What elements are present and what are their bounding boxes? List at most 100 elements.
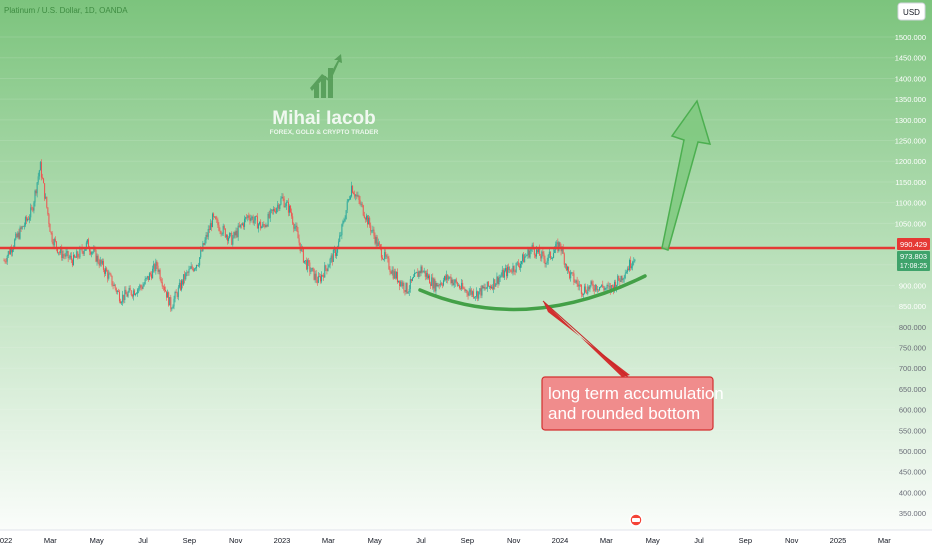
candle-body xyxy=(27,219,29,221)
candle-body xyxy=(252,216,254,223)
candle-body xyxy=(605,287,607,289)
candle-body xyxy=(460,288,462,289)
currency-button[interactable] xyxy=(897,2,926,21)
candle-body xyxy=(221,233,223,235)
candle-body xyxy=(163,286,165,291)
candle-body xyxy=(122,294,124,303)
candle-body xyxy=(170,297,172,310)
candle-body xyxy=(512,266,514,273)
candle-body xyxy=(32,208,34,211)
candle-body xyxy=(309,262,311,272)
candle-body xyxy=(259,221,261,225)
candle-body xyxy=(572,272,574,274)
candle-body xyxy=(571,272,573,274)
candle-body xyxy=(347,199,349,202)
candle-body xyxy=(511,271,513,273)
candle-body xyxy=(83,250,85,254)
candle-body xyxy=(354,194,356,197)
watermark-tagline: FOREX, GOLD & CRYPTO TRADER xyxy=(270,129,379,136)
candle-body xyxy=(620,275,622,282)
candle-body xyxy=(351,185,352,197)
candle-body xyxy=(156,261,158,266)
candle-body xyxy=(336,252,338,256)
candle-body xyxy=(447,274,449,280)
candle-body xyxy=(291,212,293,217)
candle-body xyxy=(185,272,187,280)
candle-body xyxy=(319,276,321,282)
candle-body xyxy=(345,210,347,219)
candle-body xyxy=(145,278,147,280)
candle-body xyxy=(206,234,208,237)
y-tick-label: 700.000 xyxy=(899,364,926,373)
candle-body xyxy=(128,287,130,293)
candle-body xyxy=(276,208,278,213)
candle-body xyxy=(595,284,597,290)
candle-body xyxy=(111,275,113,286)
candle-body xyxy=(125,289,127,295)
up-arrow[interactable] xyxy=(661,99,712,251)
candle-body xyxy=(483,287,485,289)
x-tick-label: Mar xyxy=(600,536,613,545)
candle-body xyxy=(307,260,309,270)
x-tick-label: May xyxy=(646,536,660,545)
candle-body xyxy=(444,276,446,281)
x-tick-label: Mar xyxy=(878,536,891,545)
candle-body xyxy=(627,268,629,271)
candle-body xyxy=(608,285,610,287)
candle-body xyxy=(568,266,570,272)
candle-body xyxy=(210,223,212,228)
candle-body xyxy=(517,262,519,266)
x-tick-label: Jul xyxy=(694,536,704,545)
annotation-box[interactable] xyxy=(541,376,714,431)
candle-body xyxy=(455,279,457,283)
candle-body xyxy=(33,202,35,211)
candle-body xyxy=(554,250,556,254)
candle-body xyxy=(586,291,588,294)
candle-body xyxy=(241,223,243,225)
candle-body xyxy=(3,260,5,262)
candle-body xyxy=(186,272,188,273)
candle-body xyxy=(329,258,331,266)
x-tick-label: Jul xyxy=(416,536,426,545)
candle-body xyxy=(283,198,285,208)
candle-body xyxy=(430,283,432,286)
candle-body xyxy=(330,255,332,259)
x-tick-label: Mar xyxy=(44,536,57,545)
candle-body xyxy=(91,252,93,255)
candle-body xyxy=(131,294,133,297)
x-tick-label: Nov xyxy=(229,536,243,545)
candle-body xyxy=(355,194,357,197)
candle-body xyxy=(609,285,611,292)
candle-body xyxy=(34,190,36,203)
candle-body xyxy=(18,232,20,239)
candle-body xyxy=(575,280,577,283)
candle-body xyxy=(316,280,318,283)
candle-body xyxy=(508,266,510,271)
candle-body xyxy=(464,288,466,291)
candle-body xyxy=(232,237,234,245)
candle-body xyxy=(358,195,360,200)
candle-body xyxy=(249,217,251,221)
rounded-bottom-curve[interactable] xyxy=(418,274,647,312)
candle-body xyxy=(445,276,447,280)
annotation-pointer-line xyxy=(542,300,630,379)
candle-body xyxy=(85,242,87,249)
x-tick-label: Sep xyxy=(183,536,196,545)
candle-body xyxy=(576,280,578,284)
candle-body xyxy=(431,277,433,286)
x-tick-label: May xyxy=(368,536,382,545)
candle-body xyxy=(282,196,284,199)
candle-body xyxy=(200,250,202,258)
candle-body xyxy=(146,276,148,279)
candle-body xyxy=(501,269,503,276)
candle-body xyxy=(223,225,225,229)
candle-body xyxy=(97,255,99,263)
candle-body xyxy=(393,271,395,279)
candle-body xyxy=(315,273,317,281)
watermark-logo xyxy=(310,54,342,98)
candle-body xyxy=(297,231,299,239)
y-tick-label: 350.000 xyxy=(899,509,926,518)
candle-body xyxy=(139,285,141,289)
candle-body xyxy=(262,224,264,227)
